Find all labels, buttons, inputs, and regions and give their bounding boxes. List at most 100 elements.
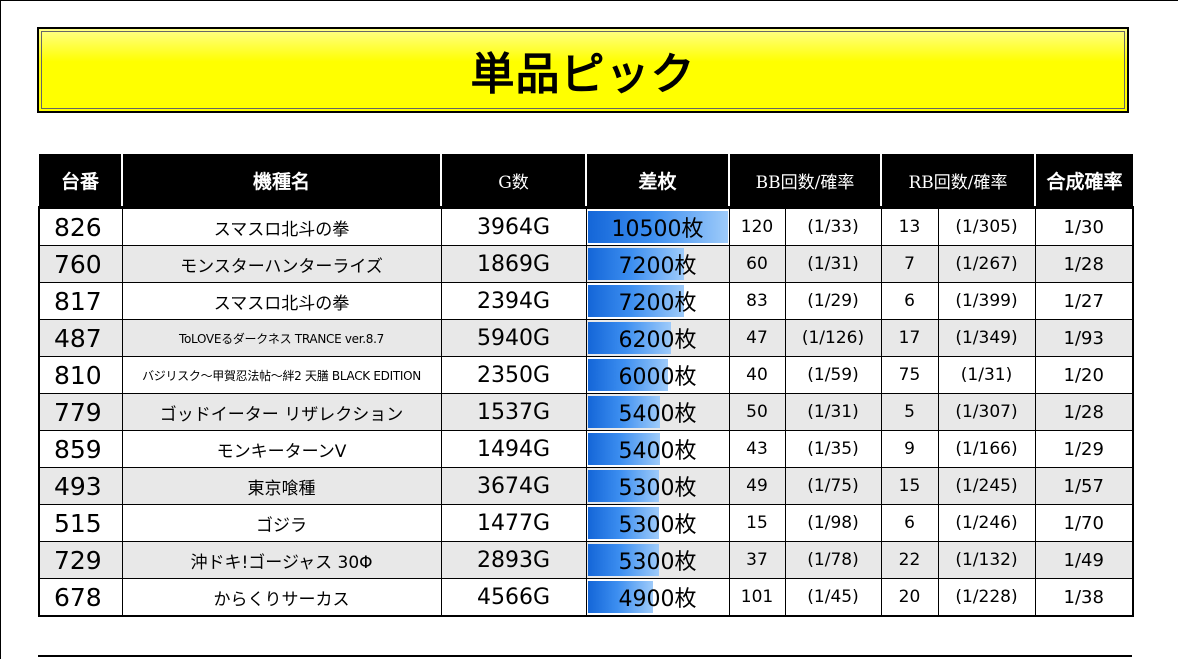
coin-difference: 6000枚 bbox=[585, 356, 729, 394]
game-count: 4566G bbox=[440, 578, 586, 617]
game-count: 2350G bbox=[440, 356, 586, 394]
frame-left-line bbox=[0, 0, 1, 659]
rb-rate: (1/132) bbox=[937, 541, 1035, 579]
machine-number: 779 bbox=[38, 393, 122, 431]
machine-name: ゴッドイーター リザレクション bbox=[121, 393, 441, 431]
diff-bar bbox=[587, 248, 684, 280]
banner-inner-border bbox=[41, 31, 1125, 109]
rb-rate: (1/31) bbox=[937, 356, 1035, 394]
header-bb: BB回数/確率 bbox=[728, 154, 881, 208]
game-count: 1869G bbox=[440, 245, 586, 283]
machine-name: モンスターハンターライズ bbox=[121, 245, 441, 283]
diff-bar bbox=[587, 544, 659, 576]
diff-value: 6200枚 bbox=[618, 328, 697, 353]
rb-count: 13 bbox=[880, 206, 938, 246]
header-combined: 合成確率 bbox=[1034, 154, 1133, 208]
combined-rate: 1/28 bbox=[1034, 393, 1134, 431]
bb-rate: (1/126) bbox=[784, 319, 881, 357]
table-row: 729 沖ドキ!ゴージャス 30Φ 2893G 5300枚 37 (1/78) 22 (1/1… bbox=[38, 541, 1134, 579]
rb-count: 20 bbox=[880, 578, 938, 617]
combined-rate: 1/29 bbox=[1034, 430, 1134, 468]
ranking-table: 台番 機種名 G数 差枚 BB回数/確率 RB回数/確率 合成確率 826 スマス… bbox=[38, 154, 1134, 617]
diff-bar bbox=[587, 285, 684, 317]
table-row: 493 東京喰種 3674G 5300枚 49 (1/75) 15 (1/245) 1/57 bbox=[38, 467, 1134, 505]
header-rb: RB回数/確率 bbox=[880, 154, 1035, 208]
rb-rate: (1/267) bbox=[937, 245, 1035, 283]
combined-rate: 1/28 bbox=[1034, 245, 1134, 283]
table-row: 760 モンスターハンターライズ 1869G 7200枚 60 (1/31) 7 (1/267… bbox=[38, 245, 1134, 283]
coin-difference: 10500枚 bbox=[585, 206, 729, 246]
coin-difference: 5300枚 bbox=[585, 541, 729, 579]
bb-count: 49 bbox=[728, 467, 785, 505]
rb-rate: (1/349) bbox=[937, 319, 1035, 357]
machine-name: スマスロ北斗の拳 bbox=[121, 206, 441, 246]
bb-count: 120 bbox=[728, 206, 785, 246]
bb-rate: (1/33) bbox=[784, 206, 881, 246]
machine-number: 859 bbox=[38, 430, 122, 468]
bb-rate: (1/59) bbox=[784, 356, 881, 394]
rb-rate: (1/307) bbox=[937, 393, 1035, 431]
game-count: 1537G bbox=[440, 393, 586, 431]
rb-rate: (1/246) bbox=[937, 504, 1035, 542]
rb-count: 7 bbox=[880, 245, 938, 283]
diff-value: 5300枚 bbox=[618, 550, 697, 575]
game-count: 2394G bbox=[440, 282, 586, 320]
table-row: 817 スマスロ北斗の拳 2394G 7200枚 83 (1/29) 6 (1/399) 1/2… bbox=[38, 282, 1134, 320]
rb-count: 22 bbox=[880, 541, 938, 579]
header-row: 台番 機種名 G数 差枚 BB回数/確率 RB回数/確率 合成確率 bbox=[39, 154, 1133, 208]
table-row: 859 モンキーターンV 1494G 5400枚 43 (1/35) 9 (1/166) 1/2… bbox=[38, 430, 1134, 468]
bb-rate: (1/35) bbox=[784, 430, 881, 468]
game-count: 5940G bbox=[440, 319, 586, 357]
bb-rate: (1/45) bbox=[784, 578, 881, 617]
rb-count: 15 bbox=[880, 467, 938, 505]
game-count: 3964G bbox=[440, 206, 586, 246]
rb-count: 9 bbox=[880, 430, 938, 468]
rb-count: 17 bbox=[880, 319, 938, 357]
rb-rate: (1/228) bbox=[937, 578, 1035, 617]
game-count: 1494G bbox=[440, 430, 586, 468]
machine-number: 817 bbox=[38, 282, 122, 320]
machine-name: からくりサーカス bbox=[121, 578, 441, 617]
header-diff: 差枚 bbox=[585, 154, 729, 208]
diff-bar bbox=[587, 470, 659, 502]
bb-rate: (1/31) bbox=[784, 245, 881, 283]
bb-count: 47 bbox=[728, 319, 785, 357]
header-machine: 機種名 bbox=[121, 154, 441, 208]
rb-rate: (1/166) bbox=[937, 430, 1035, 468]
machine-number: 826 bbox=[38, 206, 122, 246]
title-banner: 単品ピック bbox=[37, 27, 1129, 113]
game-count: 1477G bbox=[440, 504, 586, 542]
combined-rate: 1/70 bbox=[1034, 504, 1134, 542]
rb-count: 6 bbox=[880, 282, 938, 320]
table-header: 台番 機種名 G数 差枚 BB回数/確率 RB回数/確率 合成確率 bbox=[39, 154, 1133, 208]
bb-count: 83 bbox=[728, 282, 785, 320]
diff-bar bbox=[587, 581, 653, 613]
coin-difference: 5400枚 bbox=[585, 393, 729, 431]
combined-rate: 1/27 bbox=[1034, 282, 1134, 320]
game-count: 2893G bbox=[440, 541, 586, 579]
rb-rate: (1/399) bbox=[937, 282, 1035, 320]
bb-count: 40 bbox=[728, 356, 785, 394]
diff-value: 6000枚 bbox=[618, 365, 697, 390]
rb-rate: (1/305) bbox=[937, 206, 1035, 246]
diff-bar bbox=[587, 359, 668, 391]
coin-difference: 4900枚 bbox=[585, 578, 729, 617]
coin-difference: 5300枚 bbox=[585, 504, 729, 542]
table-row: 678 からくりサーカス 4566G 4900枚 101 (1/45) 20 (1/228) 1… bbox=[38, 578, 1134, 617]
machine-name: ゴジラ bbox=[121, 504, 441, 542]
machine-number: 729 bbox=[38, 541, 122, 579]
bb-rate: (1/75) bbox=[784, 467, 881, 505]
machine-number: 515 bbox=[38, 504, 122, 542]
coin-difference: 6200枚 bbox=[585, 319, 729, 357]
rb-rate: (1/245) bbox=[937, 467, 1035, 505]
diff-bar bbox=[587, 211, 728, 243]
rb-count: 6 bbox=[880, 504, 938, 542]
frame-top-line bbox=[0, 0, 1178, 1]
coin-difference: 7200枚 bbox=[585, 282, 729, 320]
table-body: 826 スマスロ北斗の拳 3964G 10500枚 120 (1/33) 13 (1/305)… bbox=[38, 206, 1134, 617]
table-row: 487 ToLOVEるダークネス TRANCE ver.8.7 5940G 6200枚… bbox=[38, 319, 1134, 357]
machine-number: 487 bbox=[38, 319, 122, 357]
header-no: 台番 bbox=[39, 154, 122, 208]
machine-name: バジリスク～甲賀忍法帖～絆2 天膳 BLACK EDITION bbox=[121, 356, 441, 394]
diff-value: 7200枚 bbox=[618, 291, 697, 316]
